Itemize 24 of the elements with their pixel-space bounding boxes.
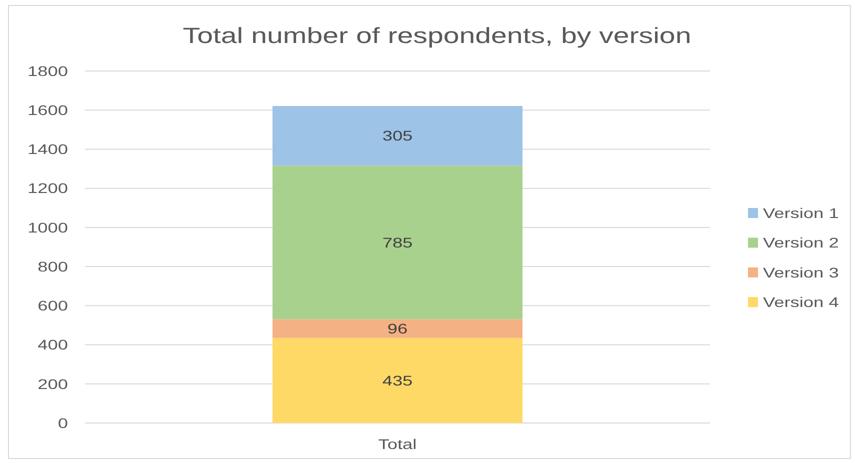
y-tick-label: 200 [38, 376, 68, 392]
bar [272, 338, 522, 423]
data-label: 96 [387, 321, 408, 337]
legend-label: Version 4 [763, 294, 839, 310]
y-tick-label: 1400 [28, 142, 68, 158]
y-tick-label: 1600 [28, 102, 68, 118]
y-tick-label: 600 [38, 298, 68, 314]
data-label: 785 [382, 235, 413, 251]
y-tick-label: 400 [38, 338, 68, 354]
data-label: 305 [382, 128, 413, 144]
legend-label: Version 1 [763, 206, 839, 222]
legend-label: Version 2 [763, 236, 839, 252]
y-tick-label: 800 [38, 259, 68, 275]
y-tick-label: 1200 [28, 181, 68, 197]
bar [272, 166, 522, 320]
y-tick-label: 0 [58, 416, 68, 432]
x-tick-label: Total [378, 436, 417, 452]
bar [272, 319, 522, 338]
y-tick-label: 1000 [28, 220, 68, 236]
bar [272, 106, 522, 166]
legend-label: Version 3 [763, 265, 839, 281]
y-tick-label: 1800 [28, 64, 68, 80]
chart-title: Total number of respondents, by version [182, 24, 692, 48]
data-label: 435 [382, 373, 413, 389]
